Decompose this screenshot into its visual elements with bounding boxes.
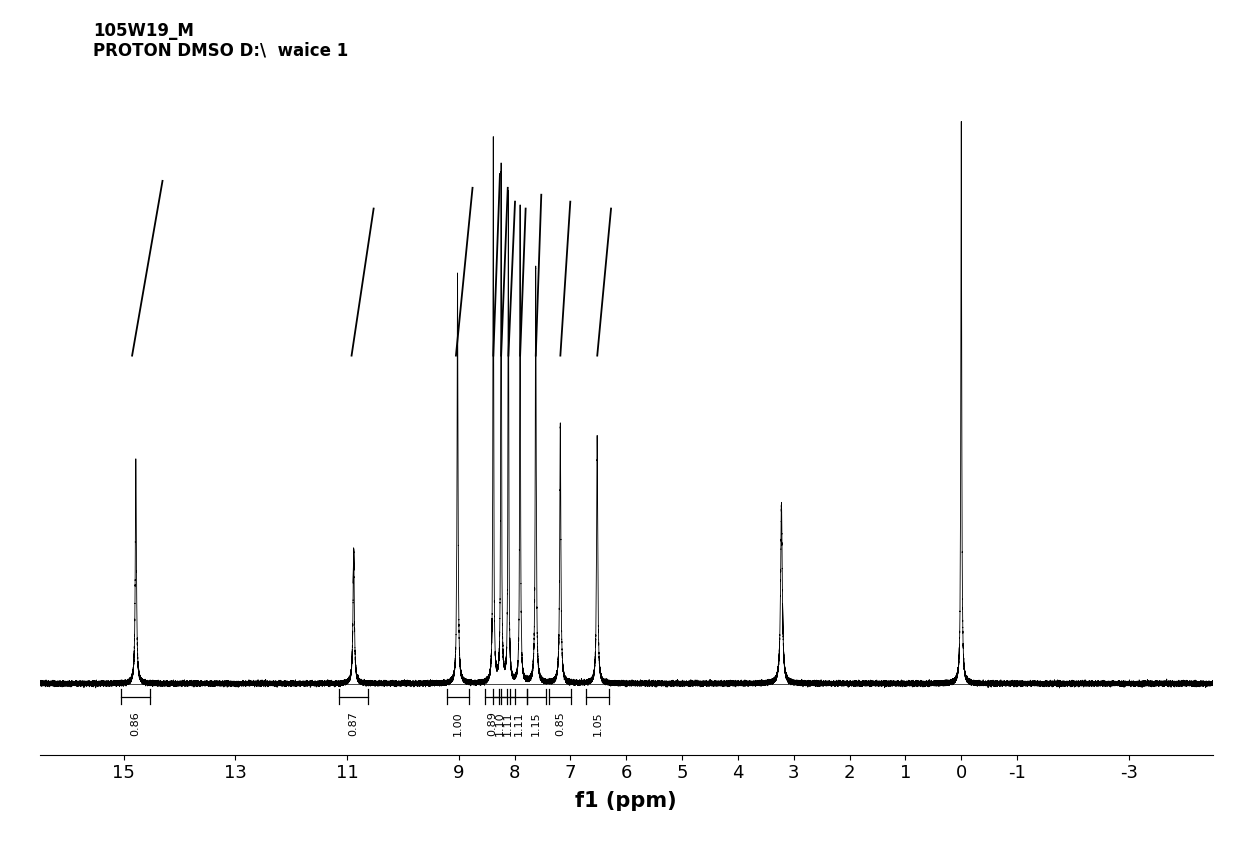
- Text: 1.11: 1.11: [502, 711, 513, 736]
- Text: 1.00: 1.00: [453, 711, 463, 736]
- Text: 0.86: 0.86: [130, 711, 140, 736]
- Text: PROTON DMSO D:\  waice 1: PROTON DMSO D:\ waice 1: [93, 41, 348, 59]
- Text: 0.89: 0.89: [487, 711, 497, 736]
- Text: 1.11: 1.11: [513, 711, 523, 736]
- Text: 1.10: 1.10: [495, 711, 505, 736]
- Text: 0.85: 0.85: [556, 711, 565, 736]
- Text: 1.15: 1.15: [531, 711, 542, 736]
- X-axis label: f1 (ppm): f1 (ppm): [575, 790, 677, 811]
- Text: 1.05: 1.05: [593, 711, 603, 736]
- Text: 0.87: 0.87: [348, 711, 358, 736]
- Text: 105W19_M: 105W19_M: [93, 22, 193, 40]
